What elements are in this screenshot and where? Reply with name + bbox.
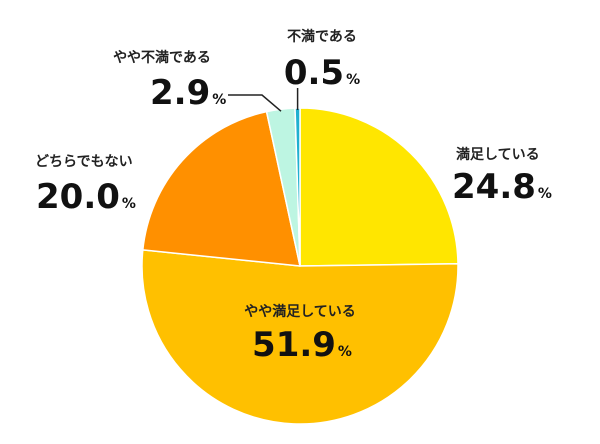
leader-line-somewhat-dissatisfied [228, 94, 282, 112]
slice-value-somewhat-satisfied: 51.9% [252, 325, 352, 365]
slice-label-dissatisfied: 不満である [287, 28, 357, 45]
value-number: 0.5 [284, 53, 344, 93]
value-unit: % [212, 92, 226, 108]
value-unit: % [122, 196, 136, 212]
slice-value-neutral: 20.0% [36, 177, 136, 217]
value-number: 51.9 [252, 325, 336, 365]
slice-value-satisfied: 24.8% [452, 167, 552, 207]
pie-slice-satisfied [299, 107, 459, 267]
slice-label-satisfied: 満足している [456, 146, 540, 163]
value-unit: % [338, 344, 352, 360]
slice-label-somewhat-satisfied: やや満足している [244, 303, 356, 320]
pie-slice-neutral [142, 110, 301, 267]
slice-value-dissatisfied: 0.5% [284, 53, 360, 93]
leader-lines-layer [228, 88, 299, 112]
value-number: 2.9 [150, 73, 210, 113]
slice-label-neutral: どちらでもない [35, 154, 133, 170]
value-unit: % [538, 186, 552, 202]
slice-value-somewhat-dissatisfied: 2.9% [150, 73, 226, 113]
slices-layer [141, 107, 459, 425]
value-unit: % [346, 72, 360, 88]
value-number: 24.8 [452, 167, 536, 207]
slice-label-somewhat-dissatisfied: やや不満である [113, 49, 211, 66]
value-number: 20.0 [36, 177, 120, 217]
pie-slice-somewhat-satisfied [141, 249, 459, 425]
